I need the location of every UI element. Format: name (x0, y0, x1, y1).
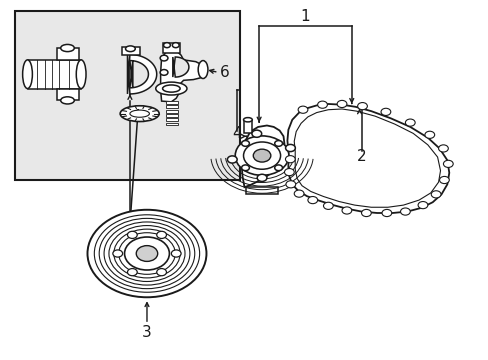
Text: 1: 1 (300, 9, 309, 24)
Text: 6: 6 (220, 65, 229, 80)
Ellipse shape (163, 42, 170, 48)
Ellipse shape (171, 250, 181, 257)
Polygon shape (172, 57, 188, 77)
Ellipse shape (124, 237, 169, 270)
Ellipse shape (198, 60, 207, 78)
Ellipse shape (136, 246, 158, 261)
Ellipse shape (443, 160, 452, 167)
Polygon shape (165, 110, 177, 113)
Ellipse shape (430, 191, 440, 198)
Ellipse shape (160, 69, 167, 75)
Ellipse shape (323, 202, 332, 210)
Polygon shape (165, 105, 177, 108)
Polygon shape (127, 54, 156, 94)
Ellipse shape (294, 190, 304, 197)
Ellipse shape (317, 101, 327, 108)
Polygon shape (160, 50, 205, 102)
Ellipse shape (405, 119, 414, 126)
Ellipse shape (417, 202, 427, 209)
Ellipse shape (87, 210, 206, 297)
Ellipse shape (127, 231, 137, 238)
Ellipse shape (274, 140, 282, 146)
Ellipse shape (157, 231, 166, 238)
Ellipse shape (274, 165, 282, 171)
Polygon shape (241, 126, 284, 187)
Polygon shape (27, 60, 81, 89)
Ellipse shape (439, 176, 448, 184)
Ellipse shape (257, 174, 266, 181)
Ellipse shape (22, 60, 32, 89)
Ellipse shape (125, 46, 135, 51)
Ellipse shape (357, 103, 366, 110)
Ellipse shape (285, 144, 295, 152)
Ellipse shape (160, 55, 167, 61)
Ellipse shape (400, 208, 409, 215)
Ellipse shape (438, 145, 447, 152)
Ellipse shape (361, 210, 370, 217)
Polygon shape (165, 118, 177, 121)
Ellipse shape (241, 165, 249, 171)
Polygon shape (165, 123, 177, 126)
Polygon shape (246, 187, 277, 194)
Ellipse shape (113, 250, 122, 257)
Ellipse shape (76, 60, 86, 89)
Ellipse shape (172, 42, 179, 48)
Ellipse shape (130, 110, 149, 117)
Polygon shape (165, 114, 177, 117)
Ellipse shape (424, 131, 434, 138)
Polygon shape (57, 89, 79, 100)
Text: 5: 5 (125, 225, 135, 239)
Text: 2: 2 (356, 149, 366, 164)
Ellipse shape (285, 181, 295, 188)
Ellipse shape (157, 269, 166, 276)
Ellipse shape (298, 106, 307, 113)
Ellipse shape (336, 100, 346, 108)
Ellipse shape (284, 168, 294, 176)
Ellipse shape (253, 149, 270, 162)
Ellipse shape (61, 97, 74, 104)
Polygon shape (287, 104, 448, 213)
Ellipse shape (285, 156, 295, 163)
Ellipse shape (156, 82, 186, 95)
Polygon shape (165, 101, 177, 104)
Ellipse shape (120, 106, 159, 122)
Ellipse shape (127, 269, 137, 276)
Ellipse shape (227, 156, 237, 163)
Polygon shape (57, 48, 79, 60)
Ellipse shape (235, 136, 288, 175)
Ellipse shape (251, 130, 261, 137)
Ellipse shape (380, 108, 390, 116)
Bar (15, 12, 239, 180)
Polygon shape (244, 120, 252, 133)
Ellipse shape (307, 197, 317, 204)
Polygon shape (130, 60, 148, 88)
Ellipse shape (61, 44, 74, 51)
Polygon shape (162, 43, 180, 53)
Ellipse shape (241, 140, 249, 146)
Ellipse shape (341, 207, 351, 214)
Polygon shape (122, 47, 140, 55)
Ellipse shape (381, 210, 391, 217)
Ellipse shape (243, 118, 252, 122)
Text: 3: 3 (142, 325, 152, 340)
Text: 4: 4 (232, 126, 242, 141)
